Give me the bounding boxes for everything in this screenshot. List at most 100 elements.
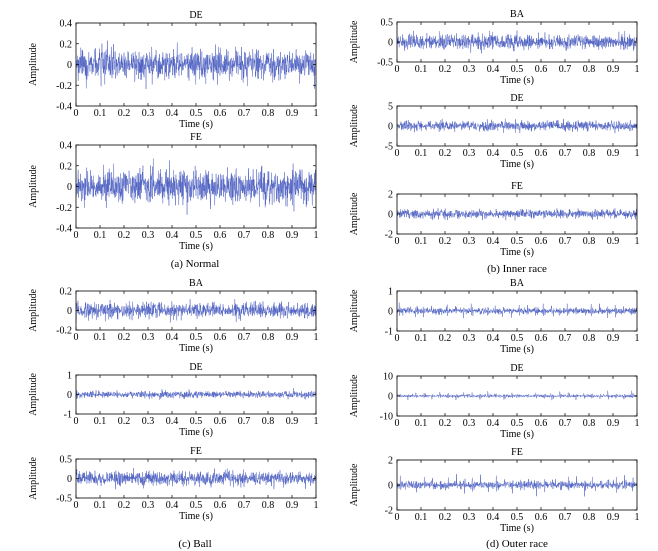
x-tick-label: 0.5 (511, 418, 524, 429)
x-tick-label: 0 (74, 108, 79, 119)
x-tick-label: 1 (314, 332, 319, 343)
y-axis-label: Amplitude (349, 20, 360, 63)
signal-line (76, 387, 316, 400)
x-tick-label: 0 (395, 148, 400, 159)
y-tick-label: 0 (388, 392, 393, 403)
x-tick-label: 0.6 (214, 500, 227, 511)
y-tick-label: -0.2 (56, 81, 72, 92)
subplot-title: DE (189, 362, 202, 373)
x-tick-label: 0.4 (166, 500, 179, 511)
y-tick-label: -0.2 (56, 326, 72, 337)
x-tick-label: 0.5 (511, 333, 524, 344)
subplot-title: DE (510, 363, 523, 374)
x-tick-label: 0.4 (487, 418, 500, 429)
x-tick-label: 0.2 (118, 108, 131, 119)
y-tick-label: -0.5 (377, 58, 393, 69)
x-tick-label: 0.1 (415, 418, 428, 429)
x-tick-label: 0 (74, 500, 79, 511)
x-axis-label: Time (s) (179, 343, 213, 354)
subplot-title: DE (189, 10, 202, 21)
y-tick-label: -0.2 (56, 203, 72, 214)
y-tick-label: 1 (67, 371, 72, 382)
x-tick-label: 0.7 (559, 64, 572, 75)
x-tick-label: 0 (74, 416, 79, 427)
subplot-c-ba: 0 0.1 0.2 0.3 0.4 0.5 0.6 0.7 0.8 0.9 1-0.200.2BAT… (28, 278, 319, 354)
x-tick-label: 0.7 (559, 333, 572, 344)
x-tick-label: 0.1 (94, 332, 107, 343)
x-tick-label: 0.8 (583, 64, 596, 75)
signal-line (397, 30, 637, 54)
x-tick-label: 0.5 (190, 108, 203, 119)
x-tick-label: 0.7 (238, 332, 251, 343)
x-tick-label: 1 (635, 418, 640, 429)
subplot-c-de: 0 0.1 0.2 0.3 0.4 0.5 0.6 0.7 0.8 0.9 1-101DETime … (28, 362, 319, 438)
x-tick-label: 0.6 (535, 236, 548, 247)
x-tick-label: 0.6 (535, 512, 548, 523)
x-tick-label: 0.3 (142, 332, 155, 343)
subplot-title: BA (510, 278, 525, 289)
subplot-b-ba: 0 0.1 0.2 0.3 0.4 0.5 0.6 0.7 0.8 0.9 1-0.500.5BAT… (349, 9, 640, 86)
y-tick-label: -5 (385, 142, 393, 153)
subplot-b-de: 0 0.1 0.2 0.3 0.4 0.5 0.6 0.7 0.8 0.9 1-505DETime … (349, 93, 640, 170)
x-tick-label: 0.1 (415, 236, 428, 247)
y-axis-label: Amplitude (28, 165, 39, 208)
x-tick-label: 0.7 (238, 108, 251, 119)
y-axis-label: Amplitude (349, 192, 360, 235)
x-tick-label: 0 (74, 230, 79, 241)
x-tick-label: 0.4 (166, 108, 179, 119)
y-tick-label: 0.5 (381, 18, 394, 29)
x-tick-label: 0.9 (607, 418, 620, 429)
signal-line (76, 467, 316, 490)
x-tick-label: 0 (395, 418, 400, 429)
x-tick-label: 0.2 (439, 64, 452, 75)
y-tick-label: -0.4 (56, 102, 72, 113)
x-tick-label: 0.5 (190, 500, 203, 511)
signal-line (397, 118, 637, 134)
x-tick-label: 0.3 (142, 230, 155, 241)
signal-line (76, 299, 316, 323)
y-tick-label: -0.5 (56, 494, 72, 505)
x-tick-label: 1 (314, 416, 319, 427)
x-axis-label: Time (s) (500, 159, 534, 170)
x-tick-label: 0.5 (511, 148, 524, 159)
x-tick-label: 0.3 (463, 418, 476, 429)
x-tick-label: 0.5 (190, 332, 203, 343)
x-tick-label: 0.8 (262, 500, 275, 511)
y-tick-label: 0.4 (60, 19, 73, 30)
x-tick-label: 0.1 (94, 416, 107, 427)
x-tick-label: 0.2 (439, 236, 452, 247)
x-axis-label: Time (s) (500, 523, 534, 534)
x-axis-label: Time (s) (179, 427, 213, 438)
x-axis-label: Time (s) (500, 429, 534, 440)
x-tick-label: 0.2 (439, 418, 452, 429)
y-tick-label: -2 (385, 230, 393, 241)
x-tick-label: 0.2 (118, 500, 131, 511)
x-tick-label: 0.8 (583, 333, 596, 344)
x-tick-label: 0.6 (214, 416, 227, 427)
x-tick-label: 0 (395, 333, 400, 344)
x-tick-label: 0.6 (535, 333, 548, 344)
x-tick-label: 0.7 (238, 230, 251, 241)
subplot-d-de: 0 0.1 0.2 0.3 0.4 0.5 0.6 0.7 0.8 0.9 1-10010DETim… (349, 363, 640, 440)
y-tick-label: 0 (67, 390, 72, 401)
signal-line (397, 390, 637, 401)
y-tick-label: -0.4 (56, 224, 72, 235)
x-axis-label: Time (s) (500, 247, 534, 258)
x-tick-label: 0.2 (439, 148, 452, 159)
y-tick-label: 0.2 (60, 161, 73, 172)
x-tick-label: 0.1 (94, 500, 107, 511)
caption-inner-race: (b) Inner race (487, 263, 547, 275)
subplot-a-fe: 0 0.1 0.2 0.3 0.4 0.5 0.6 0.7 0.8 0.9 1 -0.4 -0.2 0 0.… (28, 132, 319, 252)
y-tick-label: 0 (67, 182, 72, 193)
x-tick-label: 0.8 (262, 230, 275, 241)
x-tick-label: 0.5 (511, 236, 524, 247)
x-tick-label: 1 (635, 64, 640, 75)
x-tick-label: 0.9 (607, 64, 620, 75)
subplot-title: FE (511, 447, 523, 458)
x-tick-label: 0.1 (415, 512, 428, 523)
x-axis-label: Time (s) (179, 241, 213, 252)
x-tick-label: 0.2 (439, 512, 452, 523)
x-tick-label: 0.5 (511, 512, 524, 523)
x-tick-label: 0.2 (118, 230, 131, 241)
x-tick-label: 0 (74, 332, 79, 343)
